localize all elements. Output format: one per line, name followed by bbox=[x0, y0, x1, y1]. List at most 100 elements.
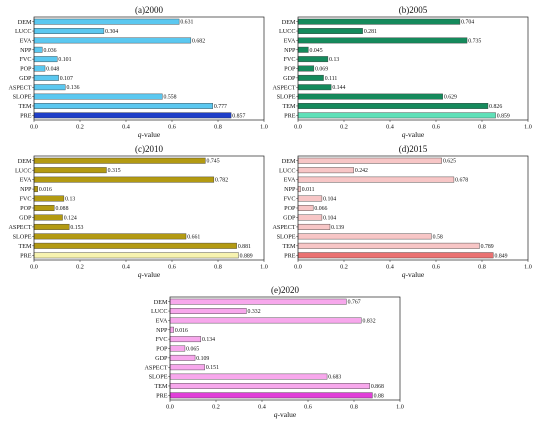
value-label: 0.789 bbox=[481, 244, 494, 250]
bar bbox=[169, 373, 328, 380]
category-label: ASPECT bbox=[8, 84, 31, 91]
value-label: 0.111 bbox=[325, 76, 338, 82]
value-label: 0.558 bbox=[164, 95, 177, 101]
bar bbox=[33, 242, 237, 249]
value-label: 0.767 bbox=[348, 300, 361, 306]
bar bbox=[33, 84, 66, 91]
value-label: 0.011 bbox=[302, 187, 315, 193]
panel-title: (d)2015 bbox=[399, 144, 428, 154]
bar bbox=[297, 186, 301, 193]
chart-panel-4: (e)2020 DEM 0.767 LUCC 0.332 EVA 0.832 NPP 0.016… bbox=[144, 285, 403, 419]
x-axis-label: q-value bbox=[138, 130, 161, 139]
category-label: DEM bbox=[18, 158, 32, 165]
x-axis-label: q-value bbox=[402, 270, 425, 279]
category-label: NPP bbox=[284, 47, 296, 54]
category-label: SLOPE bbox=[277, 233, 296, 240]
x-tick-label: 1.0 bbox=[260, 264, 268, 271]
category-label: FVC bbox=[283, 196, 295, 203]
bar bbox=[33, 93, 163, 100]
value-label: 0.88 bbox=[374, 393, 384, 399]
bar bbox=[297, 93, 443, 100]
value-label: 0.881 bbox=[238, 244, 251, 250]
value-label: 0.104 bbox=[323, 215, 336, 221]
bar bbox=[33, 205, 55, 211]
category-label: LUCC bbox=[15, 167, 32, 174]
category-label: PRE bbox=[20, 252, 32, 259]
bar bbox=[33, 223, 70, 230]
value-label: 0.139 bbox=[331, 225, 344, 231]
category-label: GDP bbox=[283, 75, 296, 82]
category-label: DEM bbox=[18, 19, 32, 26]
category-label: GDP bbox=[155, 355, 168, 362]
category-label: ASPECT bbox=[272, 224, 295, 231]
bar bbox=[33, 167, 107, 174]
bar bbox=[297, 84, 332, 91]
bar bbox=[33, 112, 232, 119]
x-tick-label: 1.0 bbox=[524, 124, 532, 131]
bar bbox=[33, 56, 58, 63]
category-label: DEM bbox=[282, 158, 296, 165]
x-tick-label: 0.0 bbox=[30, 124, 38, 131]
x-axis-label: q-value bbox=[138, 270, 161, 279]
x-tick-label: 0.8 bbox=[214, 264, 222, 271]
value-label: 0.735 bbox=[468, 38, 481, 44]
bar bbox=[33, 252, 239, 259]
x-tick-label: 1.0 bbox=[260, 124, 268, 131]
category-label: PRE bbox=[156, 392, 168, 399]
value-label: 0.124 bbox=[64, 215, 77, 221]
bar bbox=[169, 383, 370, 389]
x-tick-label: 0.8 bbox=[214, 124, 222, 131]
category-label: TEM bbox=[282, 103, 296, 110]
category-label: EVA bbox=[20, 177, 32, 184]
category-label: SLOPE bbox=[277, 94, 296, 101]
bar bbox=[297, 157, 442, 164]
category-label: FVC bbox=[283, 56, 295, 63]
category-label: FVC bbox=[19, 196, 31, 203]
value-label: 0.153 bbox=[70, 225, 83, 231]
x-tick-label: 0.4 bbox=[122, 124, 130, 131]
bar bbox=[297, 233, 432, 240]
value-label: 0.151 bbox=[206, 365, 219, 371]
x-tick-label: 0.8 bbox=[478, 124, 486, 131]
x-tick-label: 0.4 bbox=[386, 264, 394, 271]
bar bbox=[33, 65, 46, 72]
bar bbox=[33, 186, 38, 193]
value-label: 0.832 bbox=[363, 318, 376, 324]
value-label: 0.107 bbox=[60, 76, 73, 82]
x-tick-label: 1.0 bbox=[524, 264, 532, 271]
value-label: 0.13 bbox=[65, 197, 75, 203]
value-label: 0.13 bbox=[329, 57, 339, 63]
category-label: SLOPE bbox=[149, 374, 168, 381]
bar bbox=[33, 157, 206, 164]
x-tick-label: 0.4 bbox=[122, 264, 130, 271]
value-label: 0.777 bbox=[214, 104, 227, 110]
value-label: 0.242 bbox=[355, 168, 368, 174]
bar bbox=[33, 233, 187, 240]
category-label: POP bbox=[20, 205, 32, 212]
category-label: LUCC bbox=[15, 28, 32, 35]
value-label: 0.048 bbox=[46, 67, 59, 73]
plot-frame bbox=[33, 16, 265, 121]
value-label: 0.889 bbox=[240, 253, 253, 259]
panel-title: (a)2000 bbox=[135, 5, 163, 15]
bar bbox=[33, 18, 180, 25]
category-label: ASPECT bbox=[272, 84, 295, 91]
x-tick-label: 0.6 bbox=[432, 264, 440, 271]
bar bbox=[297, 65, 315, 72]
bar bbox=[297, 28, 363, 34]
category-label: PRE bbox=[284, 112, 296, 119]
category-label: PRE bbox=[20, 112, 32, 119]
category-label: LUCC bbox=[279, 167, 296, 174]
category-label: EVA bbox=[284, 38, 296, 45]
bar bbox=[169, 317, 362, 324]
panel-title: (c)2010 bbox=[135, 144, 163, 154]
bar bbox=[169, 364, 205, 371]
value-label: 0.826 bbox=[489, 104, 502, 110]
category-label: SLOPE bbox=[13, 233, 32, 240]
value-label: 0.857 bbox=[232, 113, 245, 119]
bar bbox=[169, 336, 202, 343]
plot-frame bbox=[169, 296, 401, 401]
category-label: EVA bbox=[20, 38, 32, 45]
category-label: GDP bbox=[19, 75, 32, 82]
